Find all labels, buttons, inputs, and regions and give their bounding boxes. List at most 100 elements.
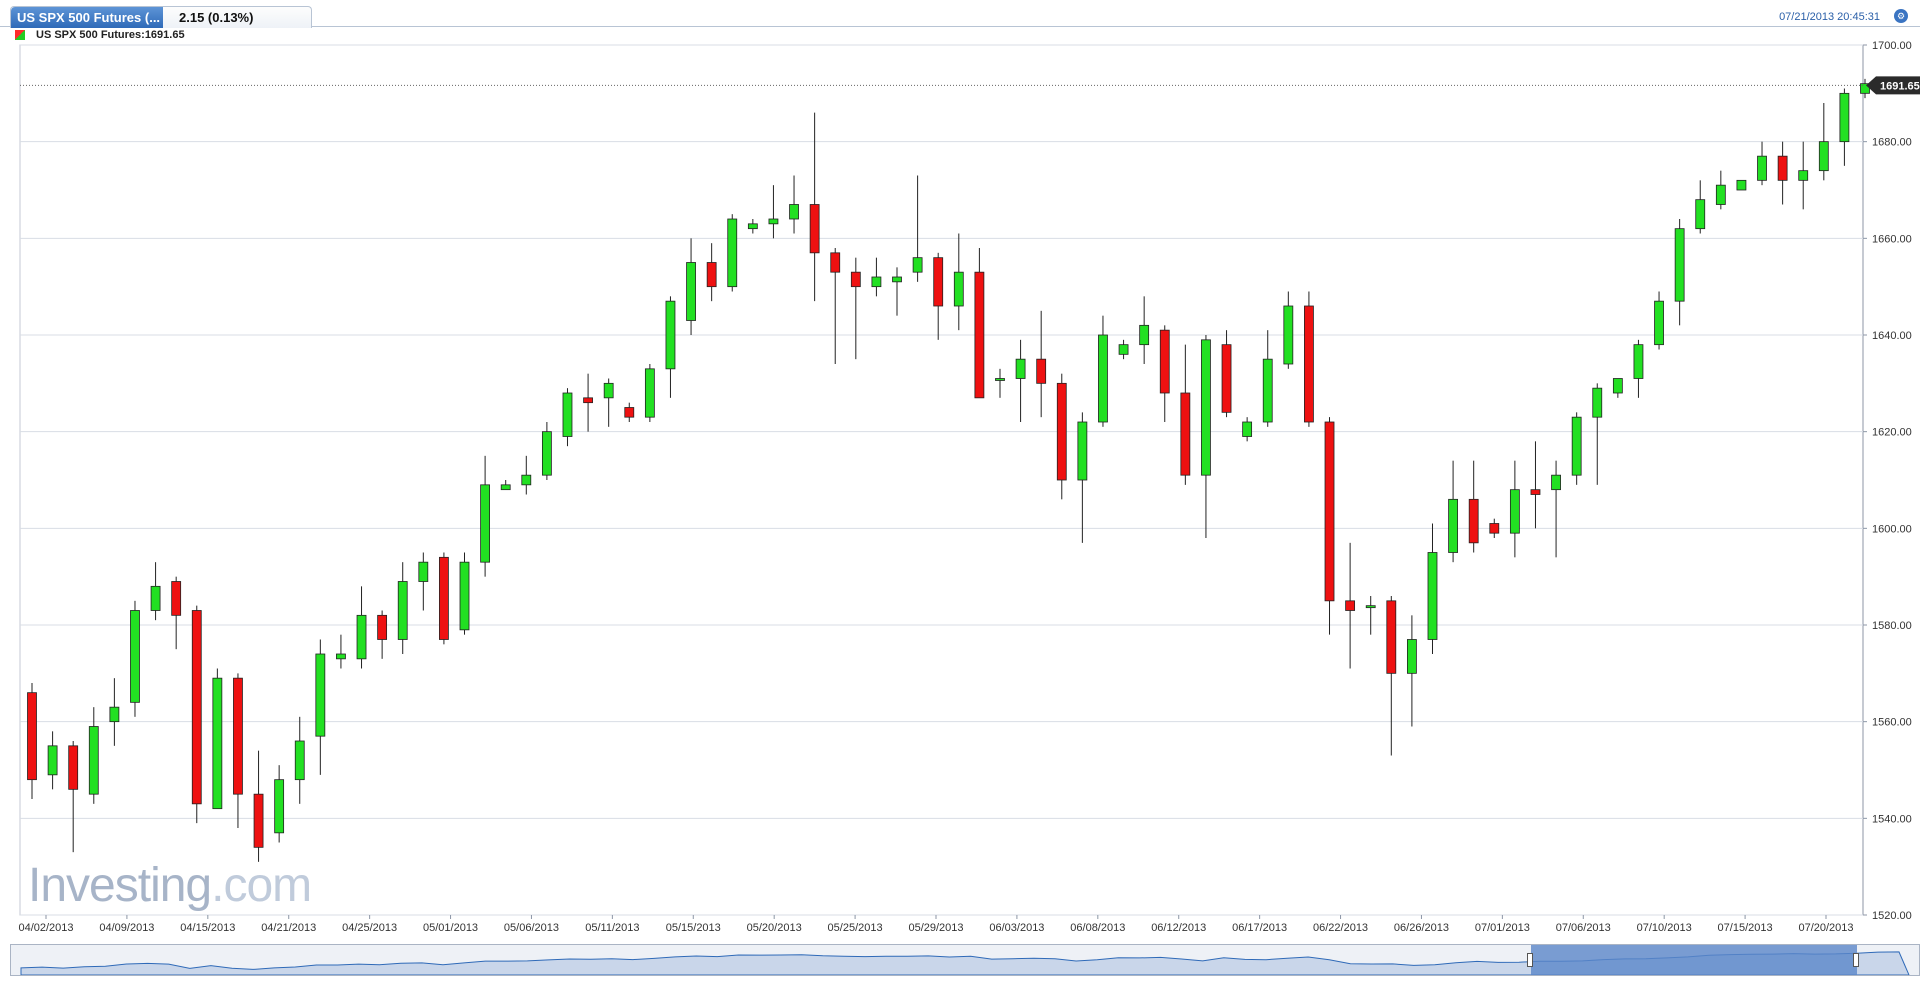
- candle-down: [706, 262, 717, 288]
- candle-up: [1427, 552, 1438, 640]
- y-tick-label: 1660.00: [1872, 233, 1912, 245]
- gear-icon[interactable]: ⚙: [1894, 9, 1908, 23]
- candle-up: [315, 653, 326, 737]
- candle-up: [130, 610, 140, 703]
- candle-up: [1757, 155, 1767, 181]
- candle-down: [171, 581, 182, 616]
- x-tick-label: 05/25/2013: [828, 922, 883, 934]
- navigator-handle-right[interactable]: [1853, 953, 1859, 967]
- x-tick-label: 05/01/2013: [423, 922, 478, 934]
- navigator-handle-left[interactable]: [1527, 953, 1533, 967]
- tab-divider: [0, 26, 1920, 27]
- candle-down: [1468, 498, 1479, 544]
- x-tick-label: 07/10/2013: [1637, 922, 1692, 934]
- candlestick-chart[interactable]: 1520.00 1540.00 1560.00 1580.00 1600.00 1620.…: [0, 0, 1920, 944]
- candle-up: [541, 431, 552, 476]
- candle-down: [809, 204, 820, 254]
- candle-down: [1777, 155, 1788, 181]
- y-tick-label: 1680.00: [1872, 137, 1912, 149]
- logo-suffix: .com: [211, 859, 312, 912]
- x-tick-label: 05/15/2013: [666, 922, 721, 934]
- candle-down: [974, 271, 985, 399]
- last-price-marker: [1866, 76, 1920, 95]
- candle-up: [1139, 324, 1150, 346]
- candle-up: [727, 218, 738, 288]
- candle-down: [583, 397, 593, 404]
- legend-label: US SPX 500 Futures:1691.65: [36, 29, 185, 41]
- logo-main: Investing: [28, 859, 212, 912]
- candle-down: [233, 677, 243, 795]
- candle-up: [459, 561, 470, 631]
- y-tick-label: 1600.00: [1872, 523, 1912, 535]
- candle-down: [624, 407, 635, 418]
- candle-up: [1448, 498, 1458, 553]
- candle-up: [892, 276, 902, 283]
- x-tick-label: 06/26/2013: [1394, 922, 1449, 934]
- candle-up: [1262, 358, 1273, 423]
- candle-up: [603, 382, 614, 399]
- x-tick-label: 04/25/2013: [342, 922, 397, 934]
- candle-down: [1324, 421, 1335, 602]
- candle-up: [665, 300, 676, 370]
- axes: 1520.00 1540.00 1560.00 1580.00 1600.00 1620.…: [18, 40, 1920, 934]
- x-tick-label: 07/06/2013: [1556, 922, 1611, 934]
- instrument-tab[interactable]: US SPX 500 Futures (... 2.15 (0.13%): [10, 6, 312, 28]
- grid: [19, 44, 1864, 916]
- candle-up: [150, 585, 161, 611]
- candle-up: [1406, 639, 1417, 674]
- tab-title[interactable]: US SPX 500 Futures (...: [11, 7, 163, 28]
- candle-up: [995, 378, 1005, 381]
- x-tick-label: 07/15/2013: [1718, 922, 1773, 934]
- candle-down: [439, 556, 449, 640]
- candle-up: [500, 484, 511, 491]
- candle-down: [1180, 392, 1191, 476]
- y-tick-label: 1640.00: [1872, 330, 1912, 342]
- last-price-label: 1691.65: [1880, 80, 1920, 92]
- navigator-window[interactable]: [1531, 945, 1857, 975]
- candle-up: [1571, 416, 1582, 476]
- y-tick-label: 1560.00: [1872, 717, 1912, 729]
- navigator-scrollbar[interactable]: [10, 944, 1920, 976]
- candle-up: [1365, 605, 1376, 609]
- price-change: 2.15 (0.13%): [179, 10, 254, 25]
- candle-up: [1612, 378, 1623, 394]
- candle-down: [1159, 329, 1170, 394]
- candle-up: [274, 779, 285, 834]
- candle-up: [1242, 421, 1253, 437]
- y-tick-label: 1540.00: [1872, 813, 1912, 825]
- candle-up: [644, 368, 655, 418]
- x-tick-label: 05/11/2013: [585, 922, 639, 934]
- candle-up: [1283, 305, 1294, 365]
- x-tick-label: 04/09/2013: [99, 922, 154, 934]
- candle-down: [1304, 305, 1314, 423]
- candle-down: [850, 271, 861, 288]
- x-tick-label: 04/02/2013: [18, 922, 73, 934]
- candle-up: [1654, 300, 1664, 346]
- y-tick-label: 1700.00: [1872, 40, 1912, 52]
- candle-up: [686, 262, 696, 321]
- candle-up: [953, 271, 964, 307]
- x-tick-label: 04/15/2013: [180, 922, 235, 934]
- candle-down: [27, 692, 37, 781]
- x-tick-label: 05/20/2013: [747, 922, 802, 934]
- x-tick-label: 04/21/2013: [261, 922, 316, 934]
- x-tick-label: 06/08/2013: [1070, 922, 1125, 934]
- candle-down: [68, 745, 79, 790]
- candle-up: [871, 276, 882, 288]
- candle-up: [212, 677, 223, 810]
- candle-up: [1839, 92, 1850, 143]
- x-tick-label: 06/12/2013: [1151, 922, 1206, 934]
- candle-up: [789, 204, 799, 220]
- candle-down: [1530, 489, 1541, 495]
- candle-up: [1695, 199, 1706, 230]
- tab-bar: US SPX 500 Futures (... 2.15 (0.13%) 07/…: [0, 0, 1920, 28]
- candle-up: [747, 223, 758, 230]
- candle-up: [1736, 179, 1747, 191]
- candle-down: [1221, 344, 1232, 413]
- candle-up: [480, 484, 491, 563]
- x-tick-label: 07/20/2013: [1798, 922, 1853, 934]
- candle-up: [521, 474, 532, 486]
- candle-up: [88, 726, 99, 795]
- candle-up: [294, 740, 305, 781]
- candle-down: [1489, 523, 1500, 534]
